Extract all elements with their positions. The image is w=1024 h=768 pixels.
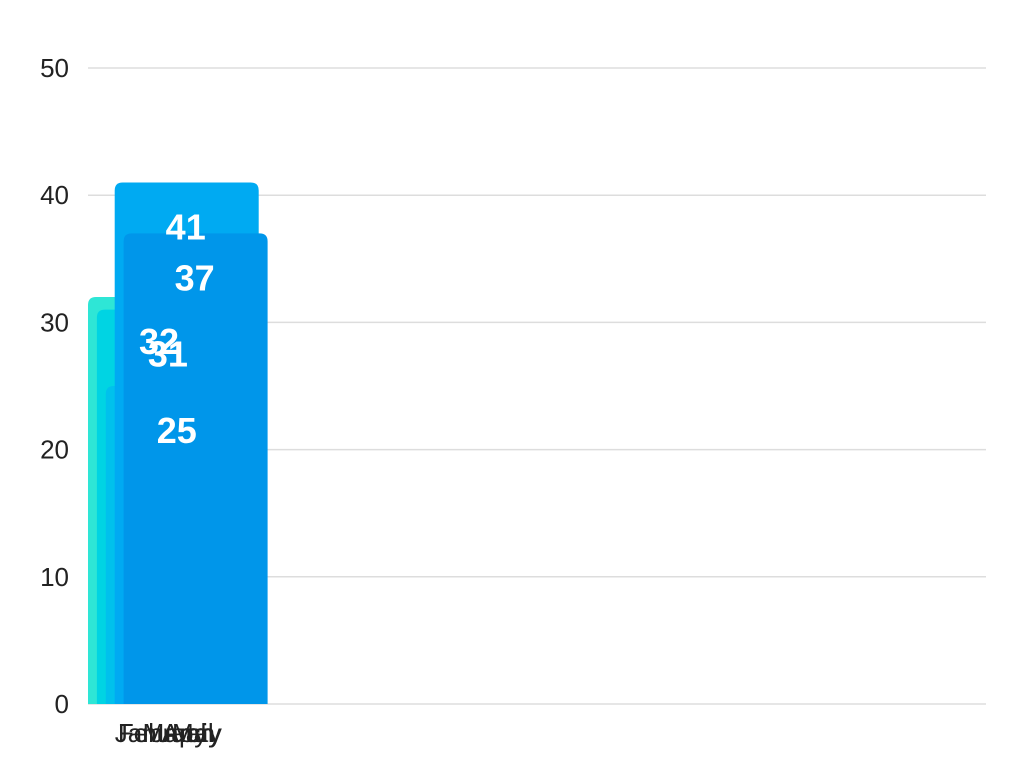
x-tick-label: April [162,718,214,748]
y-tick-label: 30 [40,307,69,337]
bar-may [123,233,268,705]
y-tick-label: 0 [55,689,69,719]
data-label: 32 [139,321,179,362]
y-tick-label: 20 [40,435,69,465]
data-label: 25 [157,410,197,451]
bars [88,182,268,705]
y-axis-ticks: 0 10 20 30 40 50 [40,53,69,719]
y-tick-label: 10 [40,562,69,592]
y-tick-label: 40 [40,180,69,210]
data-label: 41 [166,206,206,247]
y-tick-label: 50 [40,53,69,83]
x-tick-label: January [115,718,208,748]
data-label: 37 [175,257,215,298]
data-label: 31 [148,334,188,375]
x-tick-label: February [118,718,222,748]
x-tick-label: May [172,718,221,748]
x-tick-label: March [143,718,215,748]
